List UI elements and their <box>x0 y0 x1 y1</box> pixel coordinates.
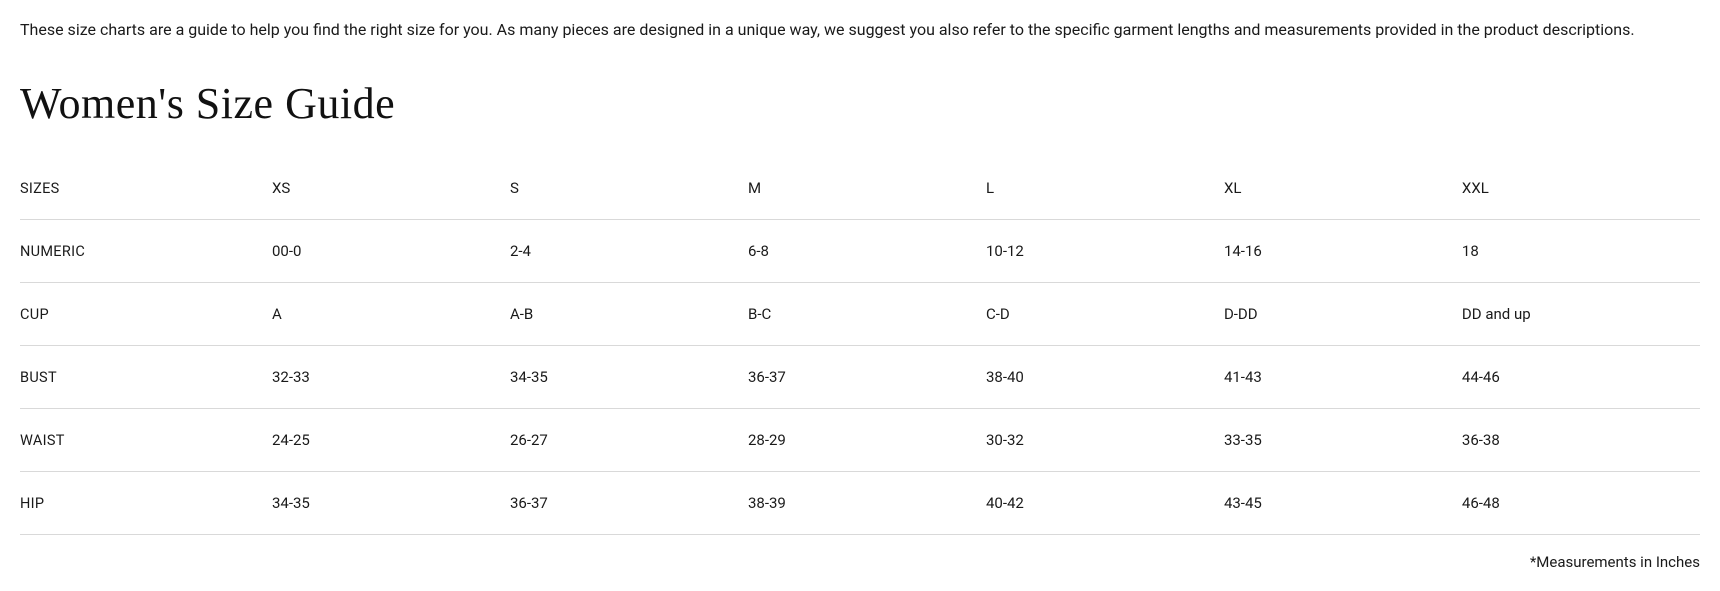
table-cell: 32-33 <box>272 346 510 409</box>
table-cell: 34-35 <box>272 472 510 535</box>
table-row: WAIST 24-25 26-27 28-29 30-32 33-35 36-3… <box>20 409 1700 472</box>
row-label: WAIST <box>20 409 272 472</box>
measurements-footnote: *Measurements in Inches <box>20 553 1700 571</box>
table-cell: 2-4 <box>510 220 748 283</box>
table-cell: 40-42 <box>986 472 1224 535</box>
table-cell: M <box>748 157 986 220</box>
table-cell: D-DD <box>1224 283 1462 346</box>
row-label: BUST <box>20 346 272 409</box>
intro-paragraph: These size charts are a guide to help yo… <box>20 18 1700 42</box>
table-cell: 38-39 <box>748 472 986 535</box>
table-row: NUMERIC 00-0 2-4 6-8 10-12 14-16 18 <box>20 220 1700 283</box>
row-label: SIZES <box>20 157 272 220</box>
table-cell: 33-35 <box>1224 409 1462 472</box>
page-title: Women's Size Guide <box>20 78 1700 129</box>
table-cell: 6-8 <box>748 220 986 283</box>
table-cell: 46-48 <box>1462 472 1700 535</box>
table-row: BUST 32-33 34-35 36-37 38-40 41-43 44-46 <box>20 346 1700 409</box>
table-cell: 26-27 <box>510 409 748 472</box>
table-cell: A <box>272 283 510 346</box>
table-cell: A-B <box>510 283 748 346</box>
table-cell: 36-37 <box>748 346 986 409</box>
table-cell: L <box>986 157 1224 220</box>
table-cell: S <box>510 157 748 220</box>
table-cell: 14-16 <box>1224 220 1462 283</box>
table-cell: 24-25 <box>272 409 510 472</box>
row-label: CUP <box>20 283 272 346</box>
table-cell: B-C <box>748 283 986 346</box>
table-cell: 34-35 <box>510 346 748 409</box>
table-cell: 43-45 <box>1224 472 1462 535</box>
table-cell: 41-43 <box>1224 346 1462 409</box>
table-cell: 00-0 <box>272 220 510 283</box>
table-row: CUP A A-B B-C C-D D-DD DD and up <box>20 283 1700 346</box>
row-label: NUMERIC <box>20 220 272 283</box>
table-cell: XL <box>1224 157 1462 220</box>
table-cell: 18 <box>1462 220 1700 283</box>
table-cell: 36-37 <box>510 472 748 535</box>
table-cell: DD and up <box>1462 283 1700 346</box>
table-cell: 44-46 <box>1462 346 1700 409</box>
table-cell: 10-12 <box>986 220 1224 283</box>
table-cell: XS <box>272 157 510 220</box>
table-cell: 36-38 <box>1462 409 1700 472</box>
table-row: HIP 34-35 36-37 38-39 40-42 43-45 46-48 <box>20 472 1700 535</box>
table-cell: 30-32 <box>986 409 1224 472</box>
table-cell: XXL <box>1462 157 1700 220</box>
table-cell: C-D <box>986 283 1224 346</box>
row-label: HIP <box>20 472 272 535</box>
size-guide-table: SIZES XS S M L XL XXL NUMERIC 00-0 2-4 6… <box>20 157 1700 535</box>
table-cell: 38-40 <box>986 346 1224 409</box>
table-cell: 28-29 <box>748 409 986 472</box>
table-row: SIZES XS S M L XL XXL <box>20 157 1700 220</box>
